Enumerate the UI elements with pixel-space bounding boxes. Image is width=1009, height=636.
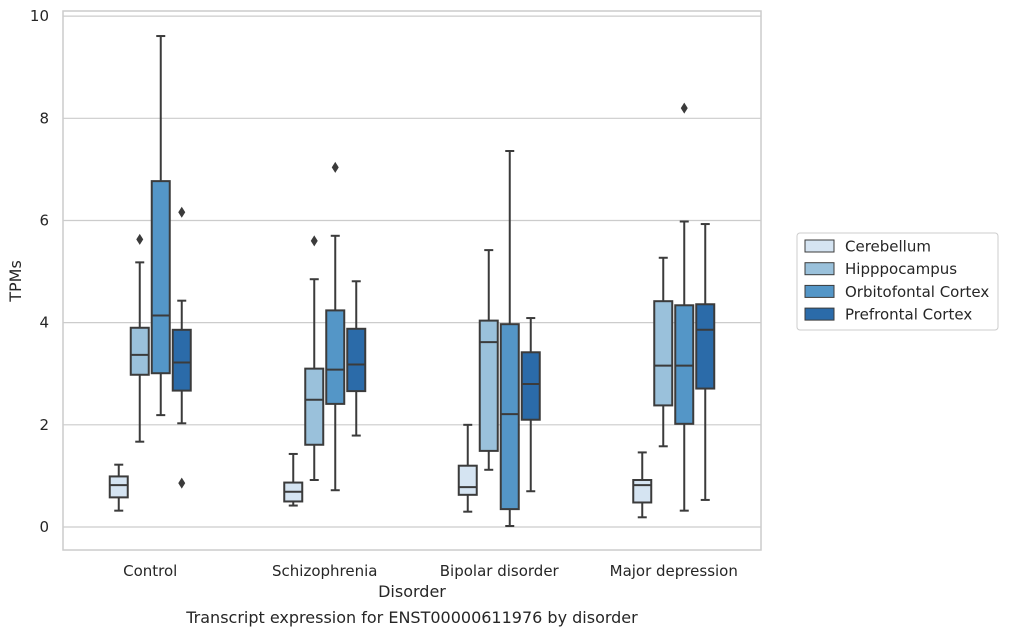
- box-iqr: [695, 303, 716, 390]
- box-iqr: [632, 479, 653, 504]
- box-prefrontal-cortex: [346, 280, 367, 437]
- legend: Cerebellum Hipppocampus Orbitofontal Corte…: [796, 232, 999, 331]
- y-tick-labels: 0 2 4 6 8 10: [30, 7, 49, 536]
- legend-label: Cerebellum: [845, 238, 931, 256]
- box-orbitofontal-cortex: [325, 161, 346, 492]
- box-iqr: [499, 323, 520, 511]
- legend-swatch: [804, 262, 835, 276]
- y-axis-label: TPMs: [6, 260, 25, 303]
- box-prefrontal-cortex: [695, 223, 716, 501]
- chart-title: Transcript expression for ENST0000061197…: [185, 608, 638, 627]
- box-series: [108, 35, 716, 527]
- box-iqr: [171, 328, 192, 392]
- box-hipppocampus: [304, 235, 325, 482]
- box-prefrontal-cortex: [171, 206, 192, 489]
- box-orbitofontal-cortex: [674, 102, 695, 512]
- box-cerebellum: [457, 423, 478, 513]
- box-cerebellum: [632, 451, 653, 519]
- legend-items: Cerebellum Hipppocampus Orbitofontal Corte…: [804, 238, 989, 324]
- x-tick-labels: Control Schizophrenia Bipolar disorder Majo…: [123, 562, 738, 580]
- box-iqr: [520, 351, 541, 421]
- box-iqr: [346, 327, 367, 393]
- box-iqr: [325, 309, 346, 405]
- y-tick-label: 2: [39, 416, 49, 434]
- legend-label: Hipppocampus: [845, 260, 957, 278]
- y-tick-label: 0: [39, 518, 49, 536]
- y-gridlines: [63, 15, 761, 528]
- x-tick-label: Bipolar disorder: [440, 562, 560, 580]
- plot-frame: [62, 10, 762, 551]
- legend-swatch: [804, 307, 835, 321]
- outlier-point: [680, 102, 688, 114]
- box-iqr: [108, 475, 129, 499]
- y-tick-label: 10: [30, 7, 49, 25]
- x-tick-label: Control: [123, 562, 177, 580]
- box-hipppocampus: [129, 233, 150, 443]
- box-prefrontal-cortex: [520, 317, 541, 493]
- box-hipppocampus: [478, 249, 499, 471]
- outlier-point: [178, 477, 186, 489]
- box-hipppocampus: [653, 256, 674, 448]
- box-iqr: [129, 326, 150, 376]
- x-axis-label: Disorder: [378, 582, 446, 601]
- y-tick-label: 4: [39, 314, 49, 332]
- box-orbitofontal-cortex: [499, 149, 520, 527]
- outlier-point: [178, 206, 186, 218]
- box-iqr: [674, 304, 695, 425]
- plot-area: [63, 11, 761, 550]
- box-cerebellum: [283, 452, 304, 507]
- box-cerebellum: [108, 463, 129, 512]
- box-iqr: [304, 367, 325, 446]
- outlier-point: [331, 161, 339, 173]
- y-tick-label: 6: [39, 211, 49, 229]
- box-iqr: [653, 300, 674, 407]
- box-iqr: [150, 180, 171, 375]
- y-tick-label: 8: [39, 109, 49, 127]
- x-tick-label: Major depression: [610, 562, 738, 580]
- legend-label: Prefrontal Cortex: [845, 306, 972, 324]
- box-iqr: [478, 319, 499, 452]
- outlier-point: [310, 235, 318, 247]
- x-tick-label: Schizophrenia: [272, 562, 377, 580]
- box-iqr: [457, 464, 478, 496]
- outlier-point: [136, 233, 144, 245]
- legend-swatch: [804, 284, 835, 298]
- legend-frame: [796, 232, 999, 331]
- legend-label: Orbitofontal Cortex: [845, 283, 989, 301]
- box-orbitofontal-cortex: [150, 35, 171, 417]
- legend-swatch: [804, 239, 835, 253]
